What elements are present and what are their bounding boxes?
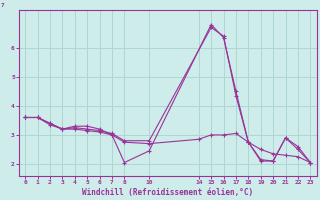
X-axis label: Windchill (Refroidissement éolien,°C): Windchill (Refroidissement éolien,°C)	[82, 188, 253, 197]
Text: 7: 7	[1, 3, 4, 8]
